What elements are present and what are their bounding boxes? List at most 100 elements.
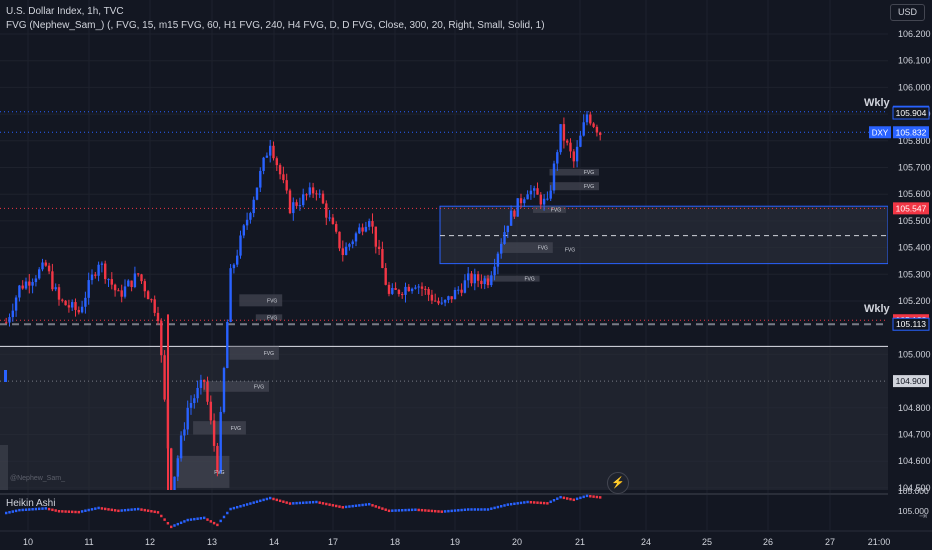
candle-body [450,296,453,300]
heikin-bar [90,508,94,511]
htf-fvg-zone [0,346,888,490]
candle-body [222,368,226,412]
heikin-bar [226,511,229,515]
heikin-bar [140,508,143,511]
heikin-bar [150,510,153,513]
candle-body [407,286,410,292]
heikin-bar [450,509,453,513]
fvg-box-label: FVG [264,351,274,357]
candle-body [500,243,503,254]
heikin-bar [566,497,569,500]
candle-body [331,217,335,225]
candle-body [146,291,150,300]
candle-body [11,310,14,318]
price-badge [892,106,930,120]
heikin-bar [368,502,371,506]
fvg-box [203,381,269,392]
price-axis[interactable]: 106.200106.100106.000105.900105.800105.7… [869,0,932,550]
candle-body [377,246,381,250]
heikin-bar [473,508,476,511]
heikin-bar [364,503,368,506]
candle-body [381,249,384,269]
heikin-bar [212,521,216,525]
candle-body [24,281,28,289]
horizontal-lines [0,111,888,382]
heikin-bar [265,497,269,501]
heikin-bar [11,510,14,513]
candle-body [486,278,490,286]
candle-body [325,203,328,218]
heikin-bar [546,502,549,505]
heikin-bar [559,495,562,499]
candle-body [595,126,599,133]
candle-body [183,429,186,436]
candle-body [523,199,526,204]
candles [4,110,602,490]
lightning-icon[interactable]: ⚡ [607,472,629,494]
candle-body [107,279,110,281]
heikin-bar [8,511,11,514]
candle-body [21,285,24,289]
fvg-box-label: FVG [267,315,277,321]
candle-body [295,202,298,206]
heikin-bar [44,507,47,510]
heikin-bar [341,506,344,509]
heikin-bar [295,501,298,505]
heikin-bar [41,507,44,510]
candle-body [150,299,153,301]
candle-body [311,187,315,194]
heikin-bar [229,507,232,511]
heikin-bar [193,517,196,521]
price-tick-label: 105.200 [898,296,931,306]
candle-body [585,114,589,123]
heikin-bar [496,505,500,509]
candle-body [308,187,311,195]
heikin-tick-label: 105.000 [898,506,929,516]
heikin-bar [575,497,579,501]
candle-body [348,244,351,247]
candle-body [31,282,34,286]
lower-pane-title[interactable]: Heikin Ashi [6,498,56,509]
heikin-bar [486,508,490,511]
heikin-bar [137,507,140,511]
author-watermark: @Nephew_Sam_ [10,475,65,482]
candle-body [18,285,21,298]
heikin-bar [381,507,384,510]
candle-body [572,151,575,162]
heikin-bar [64,510,67,513]
heikin-bar [420,508,424,512]
heikin-bar [410,508,414,512]
candle-body [186,407,189,430]
heikin-bar [331,504,335,507]
fvg-box-label: FVG [231,426,241,432]
heikin-bar [595,495,599,499]
heikin-tick-label: 105.000 [898,486,929,496]
candle-body [328,217,331,219]
heikin-bar [272,497,275,501]
candle-body [272,145,275,159]
heikin-bar [539,501,542,505]
indicator-legend[interactable]: FVG (Nephew_Sam_) (, FVG, 15, m15 FVG, 6… [6,20,545,31]
symbol-title[interactable]: U.S. Dollar Index, 1h, TVC [6,6,124,17]
price-badge [893,375,929,388]
go-to-realtime-icon[interactable]: ⇥ [918,511,928,522]
candle-body [542,198,546,205]
candle-body [434,300,437,302]
candle-body [100,263,104,265]
currency-button[interactable]: USD [890,4,925,21]
heikin-bar [542,501,546,505]
heikin-bar [249,502,252,505]
candle-body [364,226,368,232]
fvg-box [255,314,283,321]
heikin-bar [377,506,381,509]
heikin-bar [394,509,397,512]
heikin-bar [305,501,308,504]
candle-body [397,289,401,295]
fvg-box-label: FVG [524,277,534,283]
daily-fvg-label: FVG [565,248,575,254]
heikin-bar [236,505,239,509]
heikin-bar [354,504,358,507]
time-axis[interactable]: 10 11 12 13 14 17 18 19 20 21 24 25 26 27 21:00 [0,530,932,550]
heikin-bar [315,500,318,504]
